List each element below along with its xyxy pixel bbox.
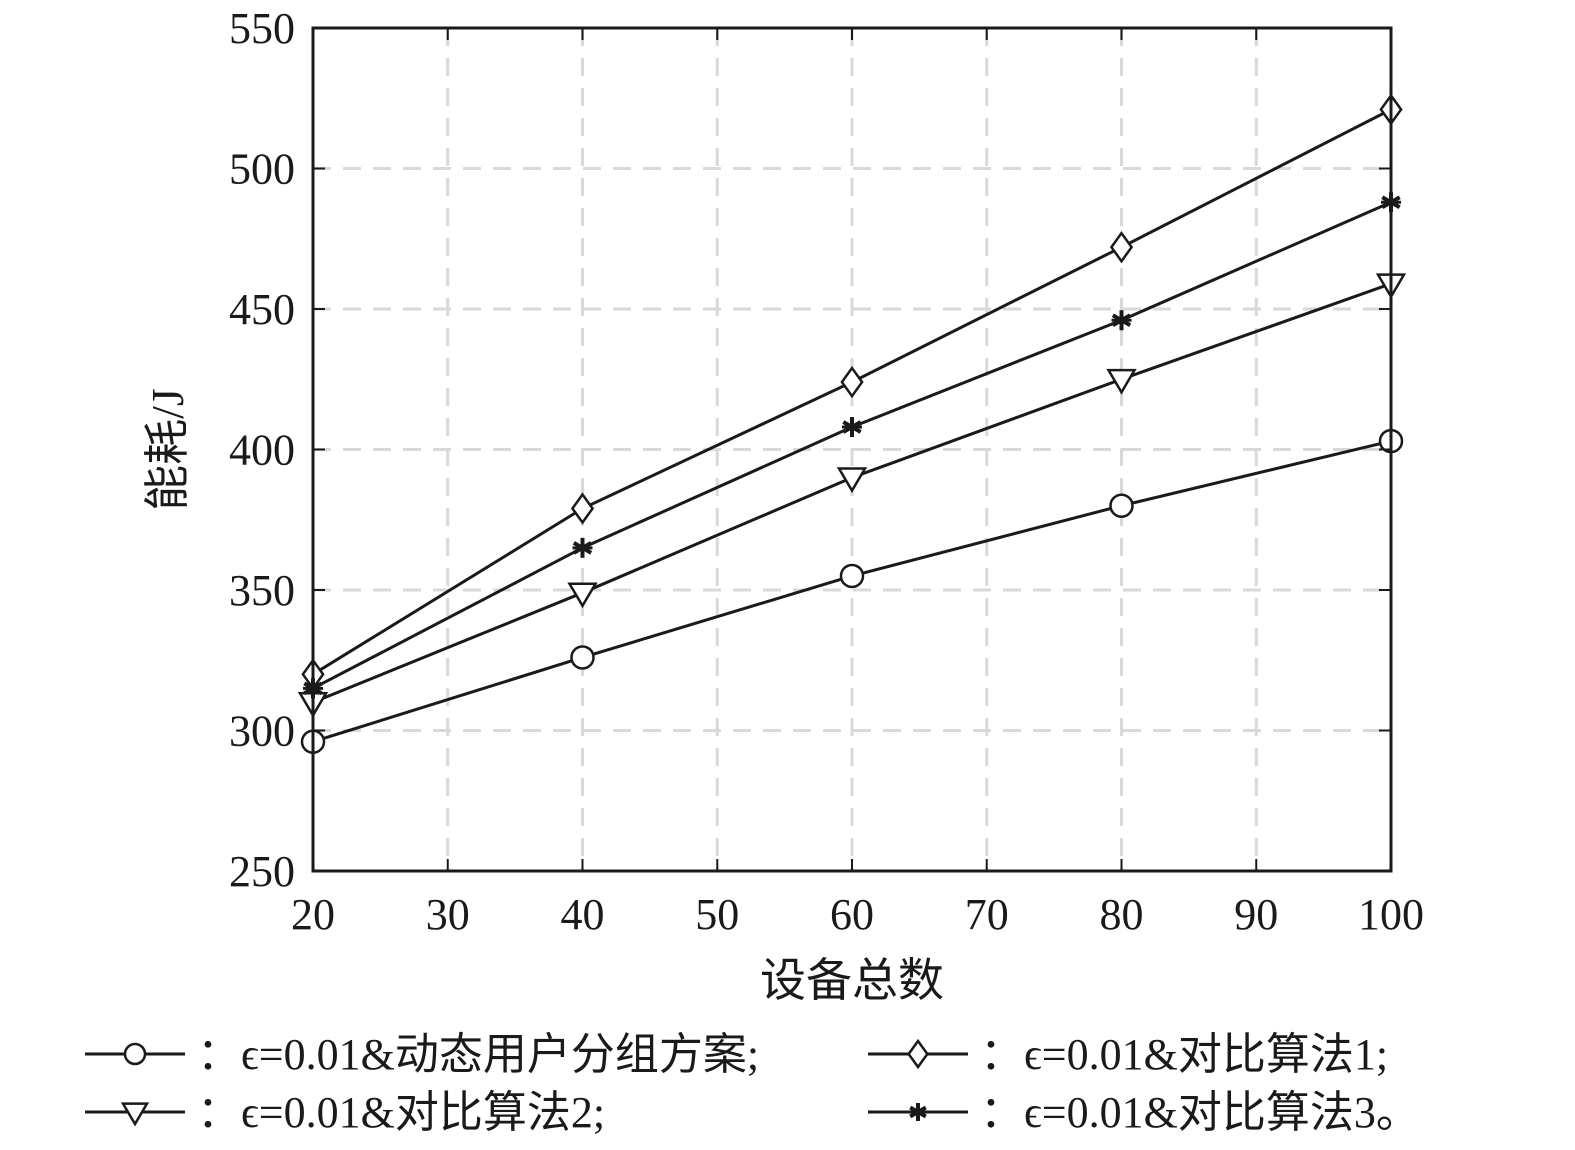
legend-label: ：ϵ=0.01&对比算法2; [197, 1088, 605, 1137]
diamond-marker [570, 492, 595, 525]
asterisk-marker [909, 1103, 927, 1121]
asterisk-marker [842, 417, 862, 438]
x-tick-label: 60 [830, 890, 874, 939]
legend-item: ：ϵ=0.01&对比算法1; [868, 1030, 1388, 1079]
y-tick-label: 250 [229, 847, 295, 896]
legend-item: ：ϵ=0.01&对比算法2; [85, 1088, 605, 1137]
circle-marker [570, 645, 595, 670]
circle-marker [839, 563, 865, 589]
legend-label: ：ϵ=0.01&动态用户分组方案; [197, 1030, 759, 1079]
diamond-marker [907, 1038, 929, 1070]
x-tick-label: 30 [426, 890, 470, 939]
asterisk-marker [1111, 310, 1132, 331]
y-axis-label: 能耗/J [142, 388, 193, 511]
x-tick-label: 20 [291, 890, 335, 939]
circle-marker [123, 1042, 147, 1066]
x-axis-label: 设备总数 [760, 955, 944, 1006]
legend: ：ϵ=0.01&动态用户分组方案; ：ϵ=0.01&对比算法1; ：ϵ=0.01&对… [85, 1030, 1420, 1137]
y-tick-label: 450 [229, 285, 295, 334]
grid-layer [313, 28, 1391, 871]
y-tick-label: 500 [229, 145, 295, 194]
y-tick-label: 300 [229, 707, 295, 756]
legend-item: ：ϵ=0.01&动态用户分组方案; [85, 1030, 759, 1079]
series-circle [300, 428, 1404, 754]
y-tick-label: 350 [229, 566, 295, 615]
triangle-marker [836, 467, 868, 494]
x-tick-label: 40 [561, 890, 605, 939]
x-tick-label: 90 [1234, 890, 1278, 939]
triangle-marker [1106, 368, 1137, 395]
diamond-marker [840, 365, 864, 399]
x-tick-label: 80 [1100, 890, 1144, 939]
legend-label: ：ϵ=0.01&对比算法1; [980, 1030, 1388, 1079]
y-tick-label: 550 [229, 4, 295, 53]
triangle-marker [567, 582, 598, 609]
legend-label: ：ϵ=0.01&对比算法3。 [980, 1088, 1420, 1137]
x-tick-label: 70 [965, 890, 1009, 939]
legend-item: ：ϵ=0.01&对比算法3。 [868, 1088, 1420, 1137]
y-tick-label: 400 [229, 426, 295, 475]
x-tick-label: 50 [695, 890, 739, 939]
triangle-marker [120, 1102, 150, 1127]
circle-marker [1109, 493, 1134, 518]
tick-layer: 20 30 40 50 60 70 80 90 100 250 300 350 400 450 500 550 [229, 4, 1424, 939]
x-tick-label: 100 [1358, 890, 1424, 939]
diamond-marker [1109, 231, 1134, 264]
asterisk-marker [572, 537, 593, 558]
